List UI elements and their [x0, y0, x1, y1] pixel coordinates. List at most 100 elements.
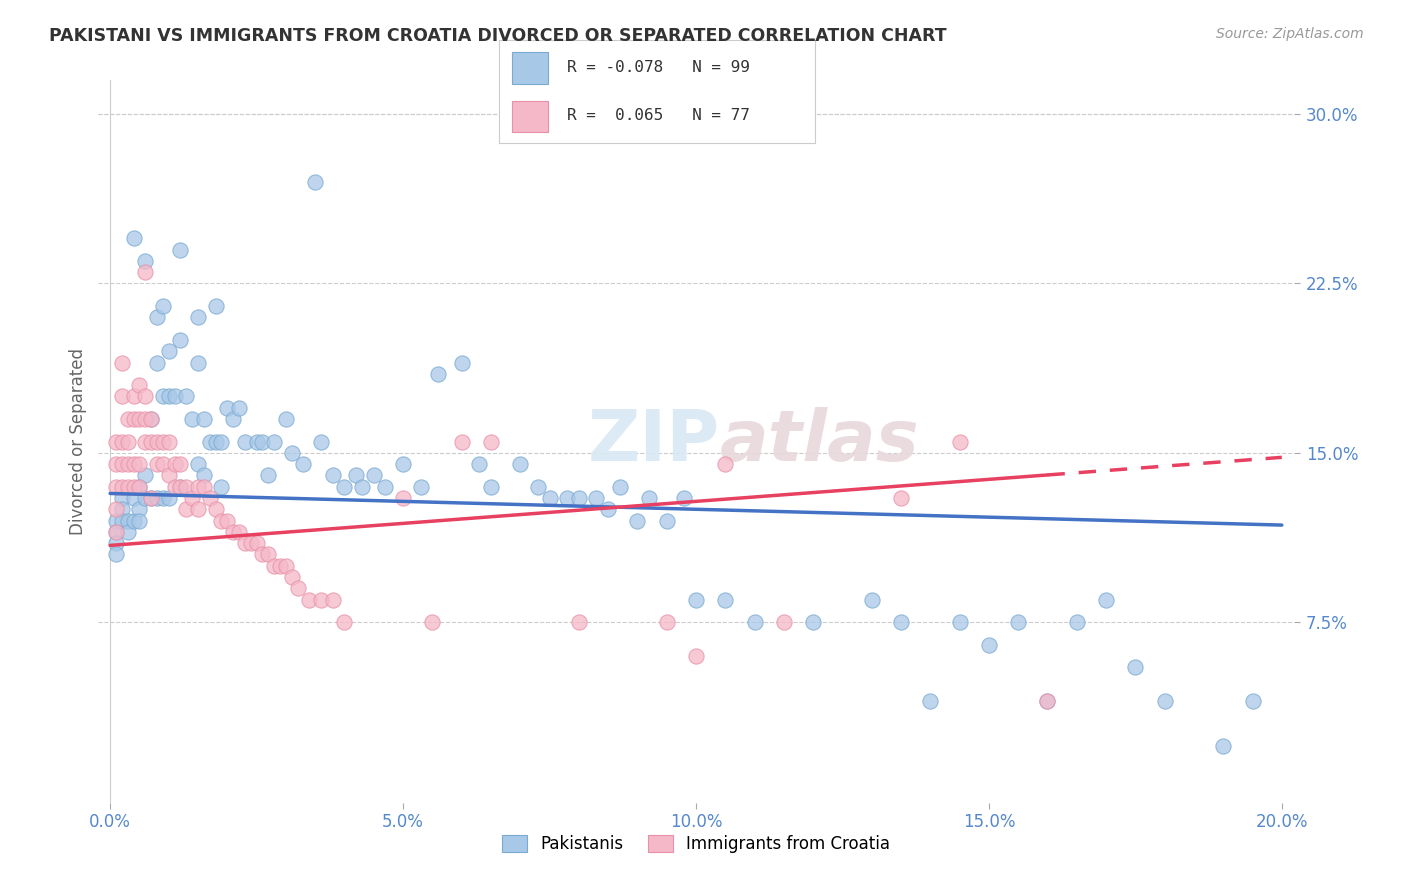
Point [134, 265, 156, 279]
Point [233, 536, 256, 550]
Point [141, 491, 163, 505]
Point [422, 615, 444, 630]
Point [152, 434, 174, 449]
Point [174, 502, 197, 516]
Point [157, 434, 180, 449]
FancyBboxPatch shape [512, 53, 548, 84]
Point [152, 457, 174, 471]
Point [187, 480, 209, 494]
Text: PAKISTANI VS IMMIGRANTS FROM CROATIA DIVORCED OR SEPARATED CORRELATION CHART: PAKISTANI VS IMMIGRANTS FROM CROATIA DIV… [49, 27, 946, 45]
Point [211, 434, 233, 449]
Point [638, 491, 661, 505]
Point [1095, 592, 1118, 607]
Point [128, 412, 150, 426]
Point [128, 502, 150, 516]
Point [269, 558, 291, 573]
Point [117, 480, 139, 494]
Point [141, 412, 163, 426]
Point [257, 548, 280, 562]
Point [117, 434, 139, 449]
Point [222, 412, 245, 426]
Point [128, 378, 150, 392]
Point [585, 491, 607, 505]
Text: Source: ZipAtlas.com: Source: ZipAtlas.com [1216, 27, 1364, 41]
Point [1212, 739, 1234, 754]
Point [174, 389, 197, 403]
Point [344, 468, 367, 483]
Point [204, 299, 226, 313]
Point [122, 389, 145, 403]
Point [105, 480, 128, 494]
Point [655, 514, 678, 528]
Point [134, 434, 156, 449]
Point [714, 592, 737, 607]
Point [392, 491, 415, 505]
Point [157, 468, 180, 483]
Point [111, 434, 134, 449]
Point [122, 231, 145, 245]
Point [117, 524, 139, 539]
Point [146, 434, 169, 449]
Point [568, 491, 591, 505]
Point [392, 457, 415, 471]
Point [211, 514, 233, 528]
Point [920, 694, 942, 708]
Point [298, 592, 321, 607]
Point [333, 615, 356, 630]
Point [977, 638, 1000, 652]
Point [174, 480, 197, 494]
Point [309, 434, 332, 449]
Point [233, 434, 256, 449]
Point [773, 615, 796, 630]
Point [111, 502, 134, 516]
Point [948, 434, 970, 449]
Point [111, 457, 134, 471]
Point [598, 502, 620, 516]
Point [655, 615, 678, 630]
Point [187, 355, 209, 369]
Point [198, 491, 221, 505]
Point [105, 548, 128, 562]
Point [128, 480, 150, 494]
Point [673, 491, 696, 505]
Point [169, 333, 191, 347]
Point [105, 524, 128, 539]
Point [217, 514, 239, 528]
Point [111, 480, 134, 494]
Point [292, 457, 315, 471]
Point [239, 536, 262, 550]
Point [141, 434, 163, 449]
Point [479, 434, 502, 449]
Point [146, 355, 169, 369]
Point [333, 480, 356, 494]
Point [134, 491, 156, 505]
Point [304, 175, 326, 189]
Point [105, 502, 128, 516]
Point [374, 480, 396, 494]
Point [1241, 694, 1264, 708]
Point [198, 434, 221, 449]
Point [193, 468, 215, 483]
Point [890, 615, 912, 630]
Point [141, 491, 163, 505]
Point [111, 514, 134, 528]
Point [555, 491, 578, 505]
Point [163, 457, 186, 471]
Point [322, 468, 344, 483]
Point [211, 480, 233, 494]
Legend: Pakistanis, Immigrants from Croatia: Pakistanis, Immigrants from Croatia [495, 828, 897, 860]
Point [363, 468, 385, 483]
Point [609, 480, 631, 494]
Point [1125, 660, 1147, 674]
Point [181, 491, 204, 505]
Point [134, 253, 156, 268]
Point [122, 480, 145, 494]
Point [1153, 694, 1175, 708]
Point [228, 401, 250, 415]
Point [105, 524, 128, 539]
Point [479, 480, 502, 494]
Point [163, 480, 186, 494]
Point [217, 401, 239, 415]
Point [181, 412, 204, 426]
Point [163, 389, 186, 403]
